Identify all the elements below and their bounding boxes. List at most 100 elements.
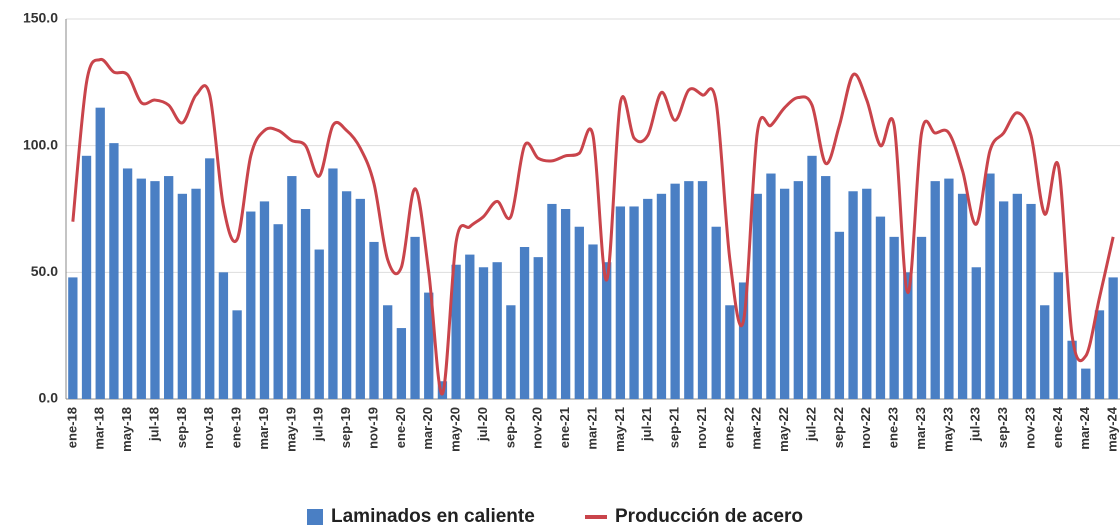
bar bbox=[1108, 277, 1118, 399]
bar bbox=[396, 328, 407, 399]
bar bbox=[971, 267, 981, 399]
x-tick-label: ene-20 bbox=[393, 407, 408, 448]
bar bbox=[547, 203, 557, 399]
bar bbox=[738, 282, 749, 399]
y-tick-label: 0.0 bbox=[39, 390, 59, 406]
bar bbox=[519, 247, 530, 399]
bar bbox=[957, 193, 968, 399]
x-tick-label: ene-23 bbox=[886, 407, 901, 448]
bar bbox=[1081, 368, 1091, 399]
bar bbox=[218, 272, 229, 399]
x-tick-label: mar-21 bbox=[584, 407, 599, 450]
bar bbox=[807, 155, 817, 399]
x-tick-label: nov-18 bbox=[201, 407, 216, 449]
bar bbox=[478, 267, 489, 399]
y-tick-label: 150.0 bbox=[23, 10, 58, 26]
bar bbox=[793, 181, 803, 399]
bar bbox=[492, 262, 502, 399]
bar bbox=[560, 209, 571, 399]
x-tick-label: sep-23 bbox=[995, 407, 1010, 448]
bar bbox=[697, 181, 708, 399]
x-tick-label: ene-18 bbox=[64, 407, 79, 448]
bar bbox=[684, 181, 694, 399]
bar bbox=[875, 216, 886, 399]
bar bbox=[533, 257, 543, 399]
x-tick-label: may-23 bbox=[940, 407, 955, 452]
x-tick-label: mar-19 bbox=[256, 407, 271, 450]
bar bbox=[834, 231, 845, 399]
x-tick-label: mar-23 bbox=[913, 407, 928, 450]
bar bbox=[711, 226, 721, 399]
x-tick-label: nov-21 bbox=[694, 407, 709, 449]
bar bbox=[629, 206, 639, 399]
bar bbox=[752, 193, 762, 399]
x-tick-label: sep-21 bbox=[667, 407, 682, 448]
bar bbox=[766, 173, 776, 399]
bar bbox=[903, 272, 913, 399]
y-tick-label: 100.0 bbox=[23, 136, 58, 152]
bar bbox=[383, 305, 393, 399]
bar bbox=[150, 181, 160, 399]
bar bbox=[506, 305, 516, 399]
bar bbox=[341, 191, 352, 399]
x-tick-label: ene-19 bbox=[229, 407, 244, 448]
bar bbox=[889, 236, 899, 399]
bar bbox=[232, 310, 242, 399]
bar bbox=[998, 201, 1009, 399]
bar bbox=[410, 236, 420, 399]
x-tick-label: nov-20 bbox=[530, 407, 545, 449]
x-tick-label: nov-23 bbox=[1022, 407, 1037, 449]
legend-label: Laminados en caliente bbox=[331, 506, 535, 527]
bar bbox=[944, 178, 954, 399]
bar bbox=[670, 183, 680, 399]
x-tick-label: jul-22 bbox=[803, 407, 818, 442]
bar bbox=[136, 178, 146, 399]
bar bbox=[81, 155, 92, 399]
x-tick-label: sep-19 bbox=[338, 407, 353, 448]
bar bbox=[314, 249, 324, 399]
bar bbox=[574, 226, 584, 399]
x-tick-label: jul-18 bbox=[146, 407, 161, 442]
x-tick-label: jul-23 bbox=[968, 407, 983, 442]
bar bbox=[821, 176, 831, 399]
bar bbox=[643, 198, 653, 399]
bar bbox=[465, 254, 475, 399]
legend: Laminados en caliente Producción de acero bbox=[307, 506, 803, 527]
bar bbox=[451, 264, 461, 399]
x-tick-label: may-18 bbox=[119, 407, 134, 452]
y-tick-label: 50.0 bbox=[31, 263, 58, 279]
bar bbox=[328, 168, 338, 399]
x-tick-label: ene-21 bbox=[557, 407, 572, 448]
bar bbox=[916, 236, 927, 399]
bar bbox=[602, 262, 612, 399]
x-tick-label: mar-24 bbox=[1077, 406, 1092, 449]
x-tick-label: ene-24 bbox=[1050, 406, 1065, 448]
bar bbox=[1040, 305, 1050, 399]
x-tick-label: nov-22 bbox=[858, 407, 873, 449]
line bbox=[71, 57, 1115, 396]
bar bbox=[109, 143, 119, 399]
x-tick-label: mar-18 bbox=[92, 407, 107, 450]
bar bbox=[779, 188, 790, 399]
bar bbox=[1067, 340, 1077, 399]
x-tick-label: may-22 bbox=[776, 407, 791, 452]
bar bbox=[1094, 310, 1105, 399]
bar bbox=[1053, 272, 1064, 399]
x-tick-label: may-21 bbox=[612, 407, 627, 452]
x-tick-label: mar-20 bbox=[420, 407, 435, 450]
bar bbox=[355, 198, 365, 399]
legend-swatch bbox=[307, 509, 323, 525]
bar bbox=[1026, 203, 1036, 399]
x-tick-label: ene-22 bbox=[721, 407, 736, 448]
bar bbox=[205, 158, 215, 399]
bar bbox=[95, 107, 105, 400]
legend-label: Producción de acero bbox=[615, 506, 803, 527]
bar bbox=[588, 244, 598, 399]
bar bbox=[862, 188, 872, 399]
x-tick-label: nov-19 bbox=[365, 407, 380, 449]
bar bbox=[300, 209, 311, 399]
x-tick-label: may-19 bbox=[283, 407, 298, 452]
bar bbox=[122, 168, 133, 399]
